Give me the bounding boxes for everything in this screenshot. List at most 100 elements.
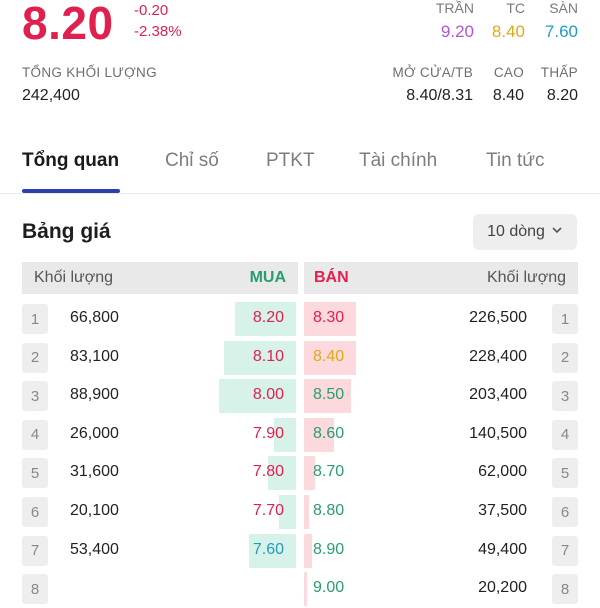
bid-price: 8.10	[252, 347, 284, 365]
ask-level-index: 2	[552, 342, 578, 373]
bid-price: 7.60	[252, 540, 284, 558]
order-book-row: 5 31,600 7.80 8.70 62,000 5	[22, 454, 578, 492]
ask-volume: 228,400	[469, 347, 527, 365]
bid-level-index: 1	[22, 304, 48, 334]
ask-level-index: 4	[552, 419, 578, 450]
ask-level-index: 8	[552, 574, 578, 605]
ask-volume-bar	[304, 302, 356, 336]
bid-price: 8.20	[252, 309, 284, 326]
bid-volume-header: Khối lượng	[34, 269, 114, 286]
bid-level-index: 2	[22, 342, 48, 373]
header-separator	[298, 262, 304, 294]
ceiling-label: TRẦN	[435, 0, 474, 16]
ask-price: 8.30	[313, 309, 345, 326]
ask-price: 8.40	[313, 347, 345, 365]
low-label: THẤP	[540, 65, 578, 80]
ask-volume-header: Khối lượng	[486, 269, 566, 286]
order-book-row: 2 83,100 8.10 8.40 228,400 2	[22, 339, 578, 377]
bid-level-index: 7	[22, 535, 48, 566]
tab-divider	[0, 193, 600, 194]
ask-level-index: 3	[552, 381, 578, 412]
order-book-row: 1 66,800 8.20 8.30 226,500 1	[22, 300, 578, 338]
order-book-row: 7 53,400 7.60 8.90 49,400 7	[22, 532, 578, 570]
ask-price: 8.60	[313, 424, 345, 442]
floor-label: SÀN	[549, 0, 578, 16]
ask-header: BÁN	[314, 269, 349, 286]
ask-volume: 37,500	[478, 502, 527, 519]
reference-value: 8.40	[491, 22, 525, 41]
low-value: 8.20	[546, 87, 578, 104]
bid-volume: 88,900	[70, 386, 119, 404]
tab-overview[interactable]: Tổng quan	[22, 150, 120, 171]
bid-price: 7.80	[252, 463, 284, 481]
ask-volume: 49,400	[478, 540, 527, 558]
bid-volume-bar	[219, 379, 296, 414]
bid-price: 7.90	[252, 424, 284, 442]
tab-technical-analysis[interactable]: PTKT	[266, 150, 315, 171]
bid-volume: 53,400	[70, 540, 119, 558]
ask-volume-bar	[304, 417, 334, 452]
total-volume-label: TỔNG KHỐI LƯỢNG	[22, 65, 157, 80]
chevron-down-icon	[551, 223, 563, 241]
order-book-row: 4 26,000 7.90 8.60 140,500 4	[22, 416, 578, 454]
order-book-row: 8 9.00 20,200 8	[22, 570, 578, 608]
bid-level-index: 8	[22, 574, 48, 605]
bid-volume-bar	[249, 533, 296, 568]
ask-volume: 62,000	[478, 463, 527, 481]
current-price: 8.20	[22, 0, 114, 49]
price-board-title: Bảng giá	[22, 220, 111, 243]
ask-volume: 140,500	[469, 424, 527, 442]
bid-volume: 20,100	[70, 502, 119, 519]
bid-volume: 31,600	[70, 463, 119, 481]
ask-level-index: 7	[552, 535, 578, 566]
ask-price: 8.80	[313, 502, 345, 519]
ask-price: 9.00	[313, 579, 345, 597]
ask-level-index: 1	[552, 304, 578, 334]
total-volume-value: 242,400	[22, 87, 80, 104]
ask-volume-bar	[304, 572, 307, 607]
bid-volume-bar	[235, 302, 296, 336]
ask-volume-bar	[304, 533, 312, 568]
bid-volume: 83,100	[70, 347, 119, 365]
floor-value: 7.60	[544, 22, 578, 41]
ask-level-index: 5	[552, 458, 578, 489]
ask-price: 8.50	[313, 386, 345, 404]
ask-volume: 20,200	[478, 579, 527, 597]
ask-price: 8.90	[313, 540, 345, 558]
bid-level-index: 4	[22, 419, 48, 450]
open-avg-value: 8.40/8.31	[406, 87, 473, 104]
bid-header: MUA	[249, 269, 286, 286]
bid-volume-bar	[224, 340, 296, 375]
bid-volume: 66,800	[70, 309, 119, 326]
price-change: -0.20	[134, 2, 169, 19]
ask-volume-bar	[304, 495, 309, 529]
open-avg-label: MỞ CỬA/TB	[392, 65, 473, 80]
reference-label: TC	[506, 0, 525, 16]
ask-price: 8.70	[313, 463, 345, 481]
ask-volume: 226,500	[469, 309, 527, 326]
bid-volume-bar	[279, 495, 296, 529]
ceiling-value: 9.20	[440, 22, 474, 41]
high-label: CAO	[493, 65, 524, 80]
rows-count-dropdown[interactable]: 10 dòng	[473, 214, 577, 250]
ask-volume-bar	[304, 456, 315, 491]
bid-level-index: 6	[22, 497, 48, 527]
bid-price: 7.70	[252, 502, 284, 519]
tab-indices[interactable]: Chỉ số	[165, 150, 219, 171]
price-change-percent: -2.38%	[134, 23, 182, 40]
ask-volume: 203,400	[469, 386, 527, 404]
order-book-row: 6 20,100 7.70 8.80 37,500 6	[22, 493, 578, 531]
bid-level-index: 5	[22, 458, 48, 489]
tab-news[interactable]: Tin tức	[486, 150, 545, 171]
bid-volume-bar	[274, 417, 296, 452]
bid-volume-bar	[268, 456, 296, 491]
bid-volume: 26,000	[70, 424, 119, 442]
bid-price: 8.00	[252, 386, 284, 404]
ask-volume-bar	[304, 379, 351, 414]
tab-financials[interactable]: Tài chính	[359, 150, 438, 171]
rows-count-label: 10 dòng	[487, 223, 545, 240]
ask-volume-bar	[304, 340, 356, 375]
active-tab-indicator	[22, 189, 120, 193]
bid-level-index: 3	[22, 381, 48, 412]
order-book-row: 3 88,900 8.00 8.50 203,400 3	[22, 377, 578, 415]
